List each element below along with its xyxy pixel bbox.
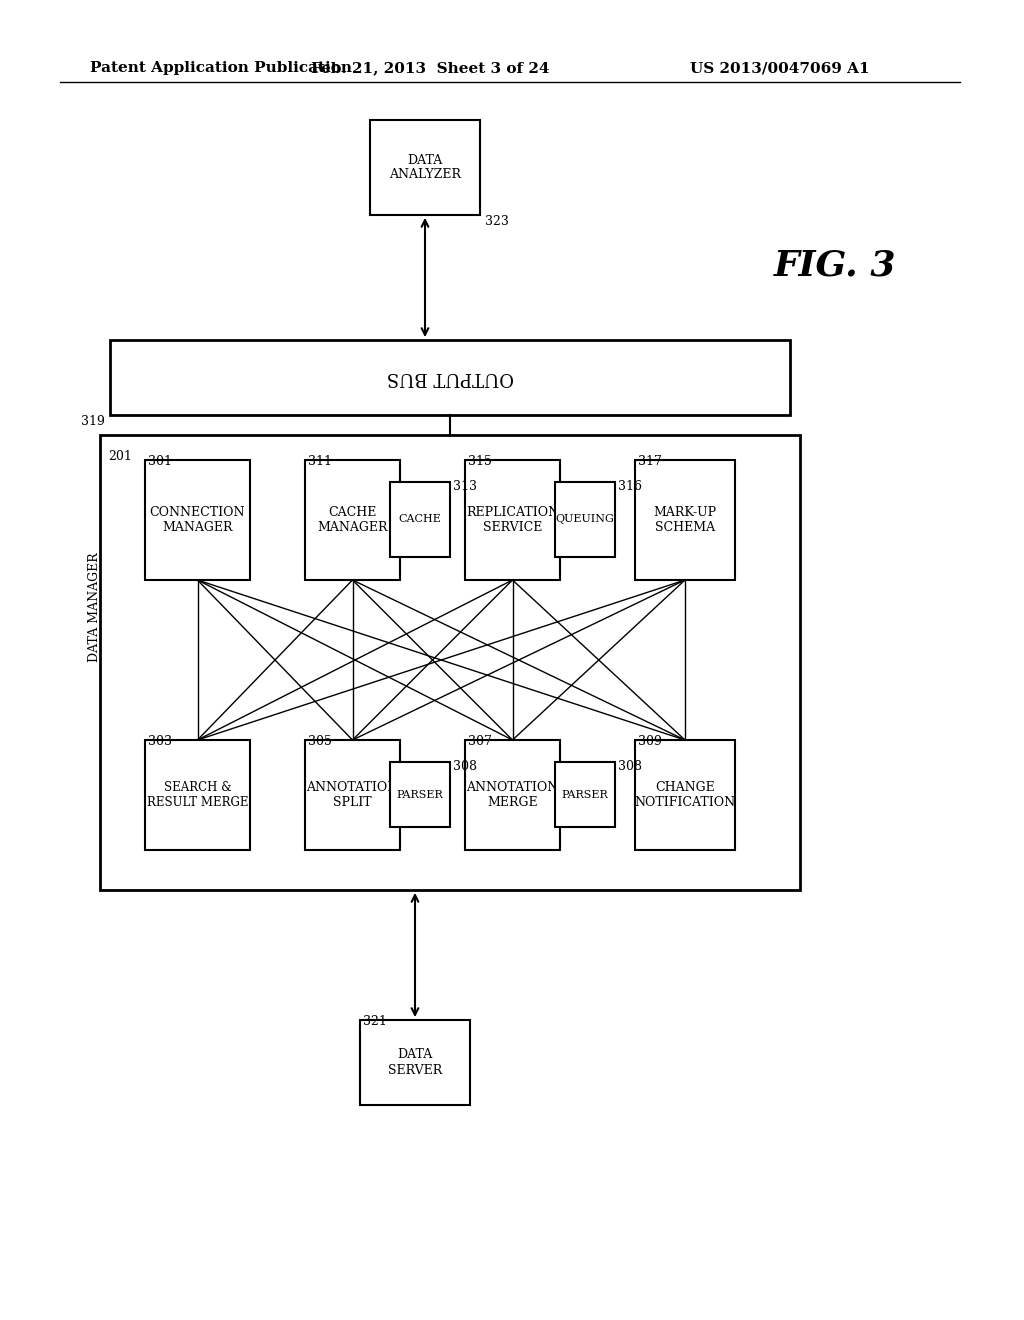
Text: 303: 303 xyxy=(148,735,172,748)
Bar xyxy=(555,762,615,828)
Bar xyxy=(390,482,450,557)
Text: 319: 319 xyxy=(81,414,105,428)
Bar xyxy=(465,741,560,850)
Text: DATA
ANALYZER: DATA ANALYZER xyxy=(389,153,461,181)
Text: CONNECTION
MANAGER: CONNECTION MANAGER xyxy=(150,506,246,535)
Text: Patent Application Publication: Patent Application Publication xyxy=(90,61,352,75)
Text: US 2013/0047069 A1: US 2013/0047069 A1 xyxy=(690,61,870,75)
Bar xyxy=(145,741,250,850)
Bar xyxy=(390,762,450,828)
Text: SEARCH &
RESULT MERGE: SEARCH & RESULT MERGE xyxy=(146,781,248,809)
Bar xyxy=(635,459,735,579)
Text: PARSER: PARSER xyxy=(561,789,608,800)
Bar xyxy=(465,459,560,579)
Bar xyxy=(360,1020,470,1105)
Text: FIG. 3: FIG. 3 xyxy=(774,248,896,282)
Bar xyxy=(305,741,400,850)
Bar xyxy=(110,341,790,414)
Text: REPLICATION
SERVICE: REPLICATION SERVICE xyxy=(466,506,559,535)
Text: DATA MANAGER: DATA MANAGER xyxy=(88,553,101,663)
Text: 311: 311 xyxy=(308,455,332,469)
Text: DATA
SERVER: DATA SERVER xyxy=(388,1048,442,1077)
Text: CHANGE
NOTIFICATION: CHANGE NOTIFICATION xyxy=(635,781,735,809)
Text: MARK-UP
SCHEMA: MARK-UP SCHEMA xyxy=(653,506,717,535)
Text: QUEUING: QUEUING xyxy=(556,515,614,524)
Bar xyxy=(100,436,800,890)
Text: 201: 201 xyxy=(108,450,132,463)
Text: 309: 309 xyxy=(638,735,662,748)
Text: CACHE: CACHE xyxy=(398,515,441,524)
Text: 315: 315 xyxy=(468,455,492,469)
Bar xyxy=(145,459,250,579)
Text: 313: 313 xyxy=(453,480,477,492)
Text: 323: 323 xyxy=(485,215,509,228)
Text: ANNOTATION
MERGE: ANNOTATION MERGE xyxy=(466,781,559,809)
Text: OUTPUT BUS: OUTPUT BUS xyxy=(386,368,514,387)
Text: 308: 308 xyxy=(618,760,642,774)
Text: 321: 321 xyxy=(362,1015,387,1028)
Text: 307: 307 xyxy=(468,735,492,748)
Text: 301: 301 xyxy=(148,455,172,469)
Text: 308: 308 xyxy=(453,760,477,774)
Text: Feb. 21, 2013  Sheet 3 of 24: Feb. 21, 2013 Sheet 3 of 24 xyxy=(310,61,549,75)
Text: ANNOTATION
SPLIT: ANNOTATION SPLIT xyxy=(306,781,398,809)
Text: PARSER: PARSER xyxy=(396,789,443,800)
Text: CACHE
MANAGER: CACHE MANAGER xyxy=(317,506,388,535)
Bar xyxy=(555,482,615,557)
Text: 317: 317 xyxy=(638,455,662,469)
Text: 316: 316 xyxy=(618,480,642,492)
Text: 305: 305 xyxy=(308,735,332,748)
Bar xyxy=(370,120,480,215)
Bar xyxy=(635,741,735,850)
Bar xyxy=(305,459,400,579)
